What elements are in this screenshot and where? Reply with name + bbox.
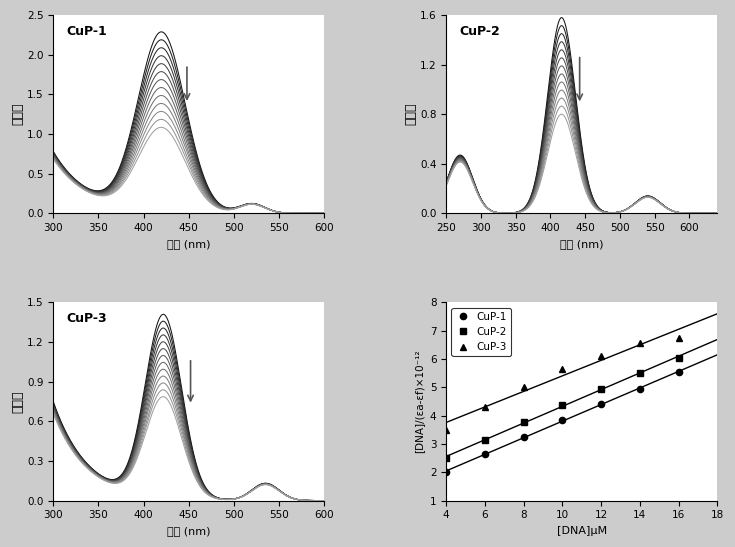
CuP-3 <box>597 353 606 359</box>
Line: CuP-3: CuP-3 <box>443 335 681 433</box>
CuP-3 <box>636 340 645 347</box>
Y-axis label: [DNA]/(εa-εf)×10⁻¹²: [DNA]/(εa-εf)×10⁻¹² <box>415 350 424 453</box>
Legend: CuP-1, CuP-2, CuP-3: CuP-1, CuP-2, CuP-3 <box>451 307 511 357</box>
Text: CuP-3: CuP-3 <box>67 312 107 325</box>
Y-axis label: 吸光度: 吸光度 <box>11 390 24 413</box>
CuP-1 <box>519 434 528 440</box>
CuP-1 <box>558 417 567 423</box>
CuP-1 <box>674 369 683 375</box>
CuP-2 <box>674 354 683 361</box>
Y-axis label: 吸光度: 吸光度 <box>11 103 24 125</box>
Line: CuP-2: CuP-2 <box>443 354 681 461</box>
Text: CuP-1: CuP-1 <box>67 25 107 38</box>
CuP-2 <box>481 437 490 443</box>
CuP-2 <box>636 370 645 376</box>
CuP-2 <box>442 455 451 462</box>
CuP-3 <box>558 366 567 373</box>
CuP-3 <box>442 427 451 433</box>
CuP-3 <box>674 335 683 341</box>
CuP-1 <box>481 451 490 457</box>
CuP-1 <box>636 386 645 392</box>
X-axis label: 波长 (nm): 波长 (nm) <box>167 526 210 536</box>
Line: CuP-1: CuP-1 <box>443 369 681 475</box>
CuP-3 <box>481 404 490 410</box>
X-axis label: 波长 (nm): 波长 (nm) <box>560 238 603 248</box>
X-axis label: 波长 (nm): 波长 (nm) <box>167 238 210 248</box>
Y-axis label: 吸光度: 吸光度 <box>404 103 417 125</box>
CuP-2 <box>558 401 567 408</box>
CuP-2 <box>597 386 606 392</box>
Text: CuP-2: CuP-2 <box>460 25 501 38</box>
CuP-2 <box>519 418 528 425</box>
X-axis label: [DNA]μM: [DNA]μM <box>556 526 607 536</box>
CuP-1 <box>597 401 606 408</box>
CuP-1 <box>442 469 451 475</box>
CuP-3 <box>519 384 528 391</box>
